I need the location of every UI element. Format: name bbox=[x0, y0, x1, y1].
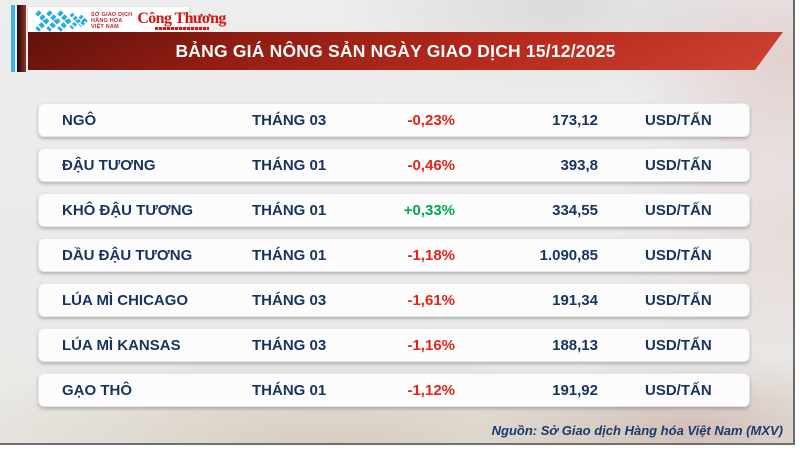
mxv-name: SỞ GIAO DỊCH HÀNG HÓA VIỆT NAM bbox=[91, 12, 132, 30]
source-credit: Nguồn: Sở Giao dịch Hàng hóa Việt Nam (M… bbox=[491, 423, 783, 438]
table-row: GẠO THÔ THÁNG 01 -1,12% 191,92 USD/TẤN bbox=[38, 373, 750, 407]
table-row: NGÔ THÁNG 03 -0,23% 173,12 USD/TẤN bbox=[38, 103, 750, 137]
price-value: 191,34 bbox=[552, 291, 598, 309]
commodity-name: LÚA MÌ CHICAGO bbox=[62, 291, 189, 309]
change-percent: -1,18% bbox=[407, 246, 455, 264]
change-percent: -1,12% bbox=[407, 381, 455, 399]
price-unit: USD/TẤN bbox=[645, 381, 712, 399]
commodity-name: NGÔ bbox=[62, 111, 97, 129]
commodity-name: ĐẬU TƯƠNG bbox=[62, 156, 156, 174]
price-value: 173,12 bbox=[552, 111, 598, 129]
price-unit: USD/TẤN bbox=[645, 156, 712, 174]
price-unit: USD/TẤN bbox=[645, 201, 712, 219]
contract-month: THÁNG 03 bbox=[252, 291, 327, 309]
contract-month: THÁNG 01 bbox=[252, 381, 327, 399]
price-value: 1.090,85 bbox=[539, 246, 598, 264]
congthuong-logo: Công Thương bbox=[137, 11, 226, 30]
commodity-name: LÚA MÌ KANSAS bbox=[62, 336, 181, 354]
price-unit: USD/TẤN bbox=[645, 246, 712, 264]
contract-month: THÁNG 01 bbox=[252, 201, 327, 219]
commodity-name: DẦU ĐẬU TƯƠNG bbox=[62, 246, 193, 264]
accent-stripe-dark-red bbox=[17, 5, 26, 72]
title-banner: BẢNG GIÁ NÔNG SẢN NGÀY GIAO DỊCH 15/12/2… bbox=[28, 32, 783, 70]
change-percent: +0,33% bbox=[403, 201, 455, 219]
change-percent: -0,23% bbox=[407, 111, 455, 129]
change-percent: -0,46% bbox=[407, 156, 455, 174]
table-row: LÚA MÌ CHICAGO THÁNG 03 -1,61% 191,34 USD/TẤ… bbox=[38, 283, 750, 317]
mxv-chevrons-icon bbox=[35, 9, 88, 32]
price-value: 393,8 bbox=[560, 156, 598, 174]
logo-box: SỞ GIAO DỊCH HÀNG HÓA VIỆT NAM Công Thươ… bbox=[28, 7, 226, 34]
congthuong-tagline-bar bbox=[154, 27, 209, 30]
table-row: LÚA MÌ KANSAS THÁNG 03 -1,16% 188,13 USD/TẤN bbox=[38, 328, 750, 362]
contract-month: THÁNG 01 bbox=[252, 156, 327, 174]
price-unit: USD/TẤN bbox=[645, 291, 712, 309]
mxv-name-line1: SỞ GIAO DỊCH bbox=[91, 11, 133, 18]
commodity-name: KHÔ ĐẬU TƯƠNG bbox=[62, 201, 194, 219]
page-title: BẢNG GIÁ NÔNG SẢN NGÀY GIAO DỊCH 15/12/2… bbox=[175, 40, 616, 61]
change-percent: -1,61% bbox=[407, 291, 455, 309]
price-value: 334,55 bbox=[552, 201, 598, 219]
change-percent: -1,16% bbox=[407, 336, 455, 354]
accent-stripe-blue bbox=[11, 5, 15, 72]
table-row: DẦU ĐẬU TƯƠNG THÁNG 01 -1,18% 1.090,85 USD/T… bbox=[38, 238, 750, 272]
price-table: NGÔ THÁNG 03 -0,23% 173,12 USD/TẤN ĐẬU TƯƠNG T… bbox=[38, 103, 750, 407]
congthuong-wordmark: Công Thương bbox=[137, 10, 226, 27]
price-unit: USD/TẤN bbox=[645, 111, 712, 129]
mxv-name-line2: HÀNG HÓA bbox=[91, 17, 123, 24]
price-value: 188,13 bbox=[552, 336, 598, 354]
contract-month: THÁNG 03 bbox=[252, 111, 327, 129]
contract-month: THÁNG 01 bbox=[252, 246, 327, 264]
price-value: 191,92 bbox=[552, 381, 598, 399]
table-row: KHÔ ĐẬU TƯƠNG THÁNG 01 +0,33% 334,55 USD/TẤN bbox=[38, 193, 750, 227]
table-row: ĐẬU TƯƠNG THÁNG 01 -0,46% 393,8 USD/TẤN bbox=[38, 148, 750, 182]
mxv-name-line3: VIỆT NAM bbox=[91, 23, 119, 30]
price-unit: USD/TẤN bbox=[645, 336, 712, 354]
contract-month: THÁNG 03 bbox=[252, 336, 327, 354]
commodity-name: GẠO THÔ bbox=[62, 381, 132, 399]
